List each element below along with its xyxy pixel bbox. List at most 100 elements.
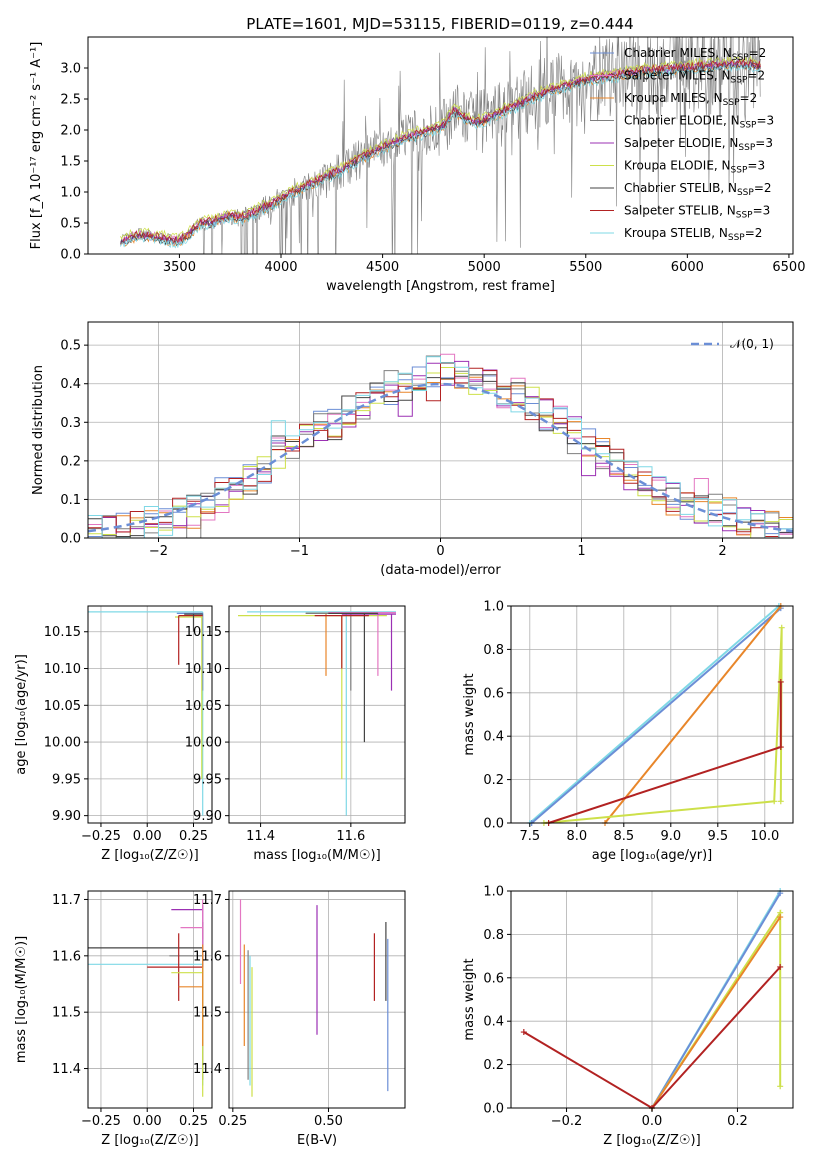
x-tick-label: 0.50	[314, 1114, 343, 1129]
legend-value: =2	[754, 181, 772, 195]
y-tick-label: 1.0	[60, 186, 81, 201]
weight-age-line-kroupa_stelib	[529, 605, 780, 824]
legend-label: Chabrier ELODIE, N	[624, 114, 740, 128]
x-tick-label: 2	[718, 544, 726, 559]
legend-entry: Salpeter ELODIE, NSSP=3	[624, 136, 773, 153]
cross-marker	[777, 678, 784, 685]
x-tick-label: 0.25	[218, 1114, 247, 1129]
y-tick-label: 0.6	[483, 686, 504, 701]
x-tick-label: 8.5	[613, 829, 634, 844]
cross-marker	[771, 798, 778, 805]
x-tick-label: 3500	[163, 260, 196, 275]
age-mass-plot	[238, 611, 396, 816]
y-tick-label: 9.95	[52, 772, 81, 787]
axes-frame	[510, 890, 794, 1109]
axes-frame	[87, 890, 213, 1109]
x-tick-label: 0	[436, 544, 444, 559]
legend-value: =3	[755, 136, 773, 150]
y-tick-label: 0.2	[60, 454, 81, 469]
y-tick-label: 0.8	[483, 643, 504, 658]
grid-layer	[88, 322, 793, 1109]
x-tick-label: 6000	[671, 260, 704, 275]
cross-marker	[777, 1083, 784, 1090]
legend-value: =2	[740, 91, 758, 105]
legend-value: =2	[747, 69, 765, 83]
y-tick-label: 11.6	[52, 949, 81, 964]
x-tick-label: 0.00	[133, 1114, 162, 1129]
weight-age-line-chabrier_miles	[531, 607, 782, 824]
x-tick-label: −0.25	[81, 1114, 121, 1129]
y-tick-label: 0.6	[483, 971, 504, 986]
cross-marker	[520, 1029, 527, 1036]
spectrum-plot	[120, 37, 761, 254]
y-axis-label: Flux [f_λ 10⁻¹⁷ erg cm⁻² s⁻¹ A⁻¹]	[29, 42, 44, 250]
legend-label: 𝒩(0, 1)	[730, 337, 774, 351]
y-tick-label: 10.00	[44, 736, 81, 751]
legend-subscript: SSP	[737, 188, 754, 198]
y-tick-label: 1.0	[483, 600, 504, 615]
y-tick-label: 10.05	[185, 699, 222, 714]
weight-age-line-kroupa_elodie	[543, 627, 783, 824]
legend-label: Salpeter STELIB, N	[624, 204, 736, 218]
axes-frame	[228, 890, 406, 1109]
axes-frame	[87, 321, 794, 539]
legend-value: =2	[745, 226, 763, 240]
legend-entry: Kroupa STELIB, NSSP=2	[624, 226, 762, 243]
y-tick-label: 11.4	[193, 1062, 222, 1077]
y-tick-label: 2.5	[60, 93, 81, 108]
text-layer: 3500 4000 4500 5000 5500 6000 6500 0.0 0.5 1.0 1.5…	[14, 42, 805, 1148]
y-axis-label: mass weight	[462, 958, 477, 1040]
x-tick-label: 7.5	[519, 829, 540, 844]
x-tick-label: 11.4	[246, 829, 275, 844]
y-tick-label: 2.0	[60, 124, 81, 139]
x-tick-label: −0.2	[551, 1114, 583, 1129]
histogram-plot	[88, 353, 793, 538]
y-tick-label: 0.0	[483, 1102, 504, 1117]
y-tick-label: 0.3	[60, 416, 81, 431]
y-tick-label: 0.8	[483, 928, 504, 943]
y-tick-label: 10.10	[185, 662, 222, 677]
y-tick-label: 10.05	[44, 699, 81, 714]
y-tick-label: 0.4	[60, 377, 81, 392]
legend-subscript: SSP	[738, 143, 755, 153]
x-tick-label: 1	[577, 544, 585, 559]
legend-entry: Chabrier MILES, NSSP=2	[624, 46, 766, 63]
y-axis-label: mass weight	[462, 673, 477, 755]
legend-label: Chabrier MILES, N	[624, 46, 732, 60]
legend-label: Kroupa STELIB, N	[624, 226, 728, 240]
cross-marker	[777, 744, 784, 751]
y-tick-label: 9.90	[52, 809, 81, 824]
x-tick-label: 6500	[772, 260, 805, 275]
data-layer	[88, 37, 793, 1111]
y-tick-label: 0.0	[60, 532, 81, 547]
x-tick-label: −1	[290, 544, 309, 559]
y-axis-label: age [log₁₀(age/yr)]	[14, 654, 29, 775]
legend-label: Kroupa ELODIE, N	[624, 159, 731, 173]
model-spectrum-kroupa_stelib	[120, 63, 761, 249]
y-tick-label: 0.0	[483, 817, 504, 832]
x-tick-label: 10.0	[750, 829, 779, 844]
legend-entry: Salpeter STELIB, NSSP=3	[624, 204, 770, 221]
y-tick-label: 0.5	[60, 217, 81, 232]
residual-histogram-salpeter_stelib	[88, 362, 793, 538]
y-tick-label: 10.15	[44, 625, 81, 640]
y-tick-label: 0.5	[60, 339, 81, 354]
y-tick-label: 10.15	[185, 625, 222, 640]
y-tick-label: 11.4	[52, 1062, 81, 1077]
legend-label: Salpeter MILES, N	[624, 69, 731, 83]
mass-z-plot	[88, 899, 204, 1097]
mass-ebv-plot	[239, 899, 389, 1097]
cross-marker	[777, 963, 784, 970]
x-tick-label: 0.25	[179, 1114, 208, 1129]
weight-z-line-kroupa_miles	[651, 916, 782, 1109]
legend-value: =3	[756, 114, 774, 128]
axes-frame	[228, 605, 406, 824]
x-tick-label: 8.0	[566, 829, 587, 844]
legend-value: =3	[753, 204, 771, 218]
y-tick-label: 0.4	[483, 730, 504, 745]
x-tick-label: 4500	[366, 260, 399, 275]
y-tick-label: 11.7	[193, 893, 222, 908]
y-tick-label: 11.7	[52, 893, 81, 908]
figure-title: PLATE=1601, MJD=53115, FIBERID=0119, z=0…	[246, 15, 633, 33]
y-tick-label: 10.10	[44, 662, 81, 677]
